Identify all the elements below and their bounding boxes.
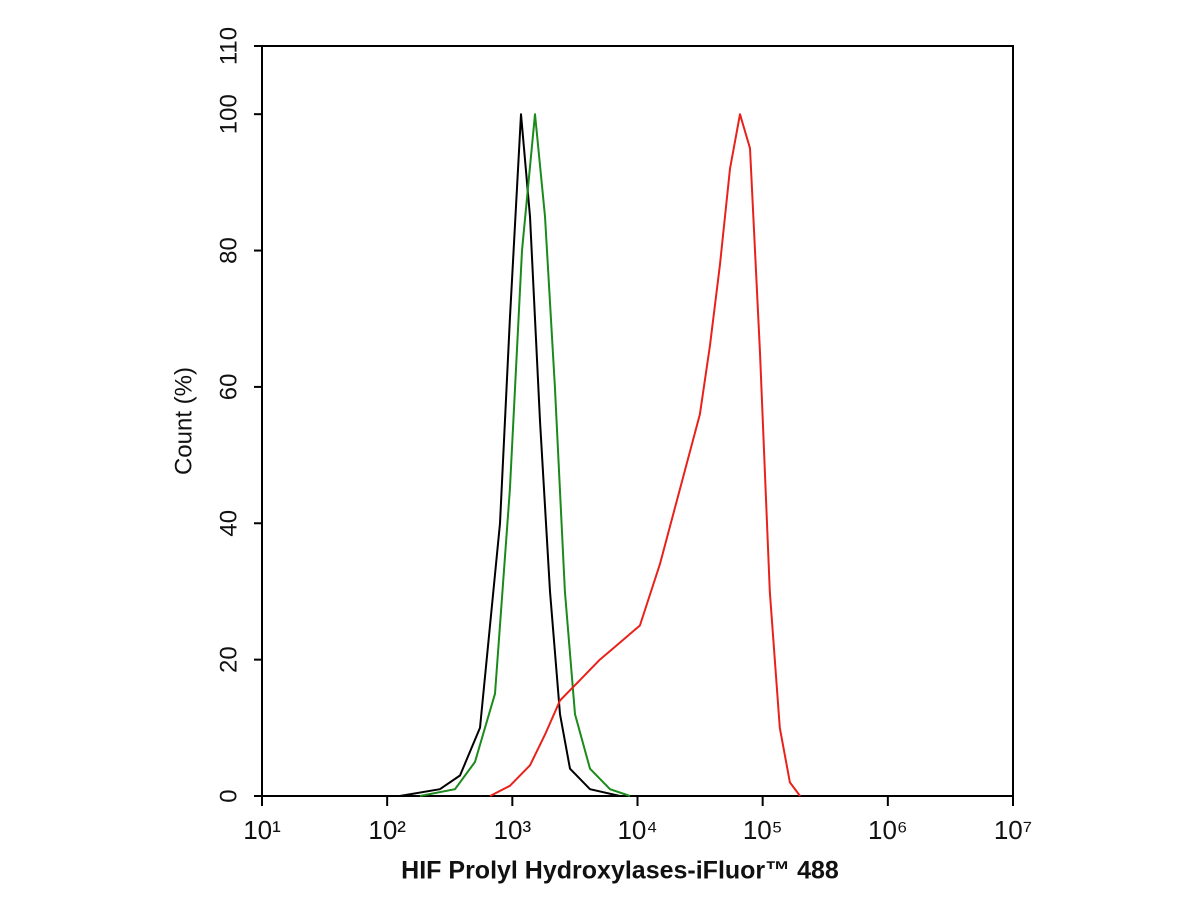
y-tick-label: 110 xyxy=(215,27,242,65)
y-tick-label: 20 xyxy=(215,646,242,673)
plot-frame xyxy=(261,45,1014,797)
y-tick-label: 100 xyxy=(215,94,242,134)
x-tick-label: 10¹ xyxy=(243,815,281,845)
x-tick-label: 10² xyxy=(368,815,406,845)
x-axis-title: HIF Prolyl Hydroxylases-iFluor™ 488 xyxy=(401,857,839,885)
x-tick-label: 10⁷ xyxy=(994,815,1032,845)
x-tick-label: 10⁶ xyxy=(868,815,908,845)
y-tick-label: 60 xyxy=(215,374,242,401)
y-tick-label: 40 xyxy=(215,510,242,537)
histogram-line xyxy=(399,113,621,797)
y-tick-label: 0 xyxy=(215,789,242,802)
x-tick-label: 10⁴ xyxy=(617,815,657,845)
x-tick-label: 10⁵ xyxy=(743,815,783,845)
y-tick-label: 80 xyxy=(215,237,242,264)
histogram-line xyxy=(419,113,631,797)
x-tick-label: 10³ xyxy=(494,815,532,845)
histogram-line xyxy=(489,113,801,797)
y-axis-title: Count (%) xyxy=(170,367,197,475)
